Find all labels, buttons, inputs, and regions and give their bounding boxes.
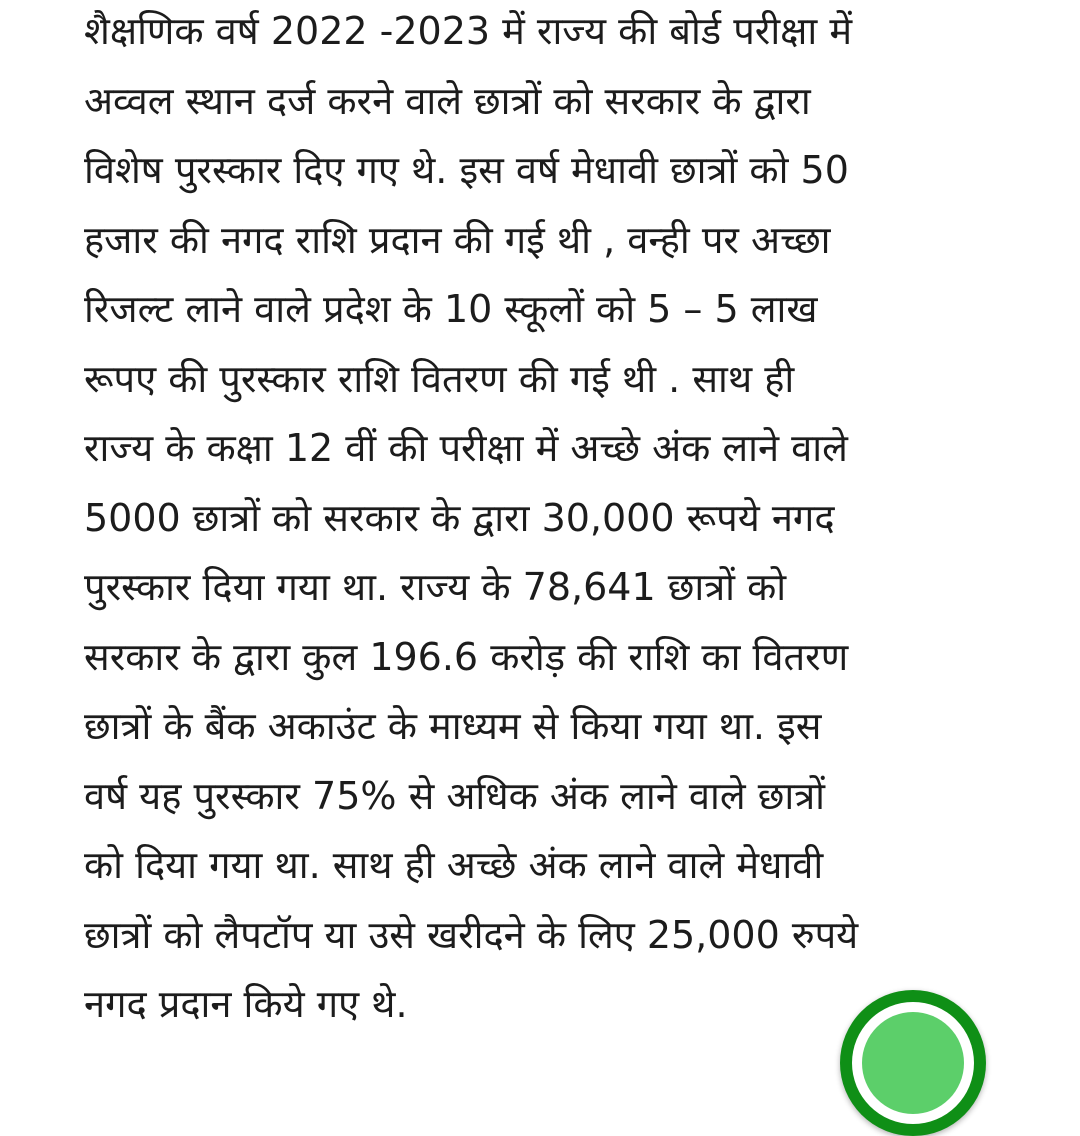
paragraph-line: 5000 छात्रों को सरकार के द्वारा 30,000 र… [84,495,835,540]
paragraph-line: हजार की नगद राशि प्रदान की गई थी , वन्ही… [84,217,831,262]
paragraph-line: विशेष पुरस्कार दिए गए थे. इस वर्ष मेधावी… [84,148,849,192]
paragraph-line: छात्रों के बैंक अकाउंट के माध्यम से किया… [84,704,822,748]
paragraph-line: शैक्षणिक वर्ष 2022 -2023 में राज्य की बो… [84,9,853,53]
paragraph-line: छात्रों को लैपटॉप या उसे खरीदने के लिए 2… [84,912,859,957]
paragraph-line: वर्ष यह पुरस्कार 75% से अधिक अंक लाने वा… [84,773,826,818]
paragraph-line: को दिया गया था. साथ ही अच्छे अंक लाने वा… [84,843,824,887]
paragraph-line: राज्य के कक्षा 12 वीं की परीक्षा में अच्… [84,426,848,470]
green-circle-button-icon [862,1012,964,1114]
paragraph-line: नगद प्रदान किये गए थे. [84,982,408,1026]
paragraph-line: रिजल्ट लाने वाले प्रदेश के 10 स्कूलों को… [84,287,818,331]
paragraph-line: सरकार के द्वारा कुल 196.6 करोड़ की राशि … [84,634,849,679]
paragraph-line: रूपए की पुरस्कार राशि वितरण की गई थी . स… [84,356,795,401]
paragraph-line: पुरस्कार दिया गया था. राज्य के 78,641 छा… [84,565,787,609]
floating-action-button[interactable] [840,990,986,1136]
paragraph-line: अव्वल स्थान दर्ज करने वाले छात्रों को सर… [84,78,811,123]
